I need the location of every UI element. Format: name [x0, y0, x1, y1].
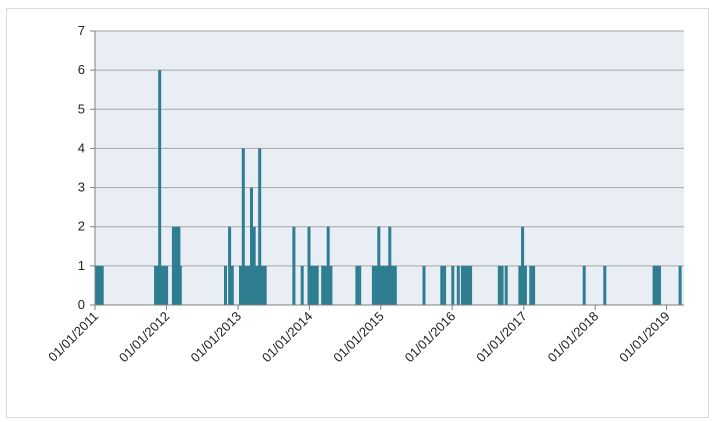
- bar: [456, 265, 460, 305]
- bar: [247, 265, 251, 305]
- bar: [171, 226, 175, 305]
- y-tick-label: 6: [78, 62, 85, 77]
- bar: [377, 226, 381, 305]
- x-tick-label: 01/01/2017: [473, 309, 530, 366]
- bar: [443, 265, 447, 305]
- bar: [451, 265, 455, 305]
- bar: [523, 265, 527, 305]
- y-tick-label: 3: [78, 180, 85, 195]
- bar: [374, 265, 378, 305]
- y-tick-label: 7: [78, 23, 85, 38]
- bar: [380, 265, 384, 305]
- bar: [355, 265, 359, 305]
- bar: [603, 265, 607, 305]
- bar: [315, 265, 319, 305]
- bar: [96, 265, 99, 305]
- x-tick-label: 01/01/2011: [45, 309, 101, 365]
- bar: [224, 265, 227, 305]
- bar: [466, 265, 470, 305]
- bar: [326, 226, 330, 305]
- bar: [250, 187, 253, 305]
- y-tick-label: 5: [78, 101, 85, 116]
- bar: [178, 265, 182, 305]
- bar: [385, 265, 389, 305]
- x-tick-label: 01/01/2019: [616, 309, 673, 366]
- bar: [582, 265, 586, 305]
- bar: [228, 226, 232, 305]
- y-tick-label: 1: [78, 258, 85, 273]
- bar: [244, 265, 248, 305]
- bar: [300, 265, 304, 305]
- bar: [100, 265, 104, 305]
- bar: [371, 265, 375, 305]
- bar: [263, 265, 267, 305]
- bar: [529, 265, 533, 305]
- bar: [241, 148, 245, 305]
- bar: [159, 265, 163, 305]
- bar: [358, 265, 362, 305]
- y-tick-label: 2: [78, 219, 85, 234]
- bar: [388, 226, 392, 305]
- x-tick-label: 01/01/2016: [402, 309, 459, 366]
- bar: [313, 265, 316, 305]
- axes: [94, 31, 684, 306]
- bar: [678, 265, 682, 305]
- bar: [158, 70, 162, 305]
- bar: [260, 265, 264, 305]
- bar: [323, 265, 327, 305]
- bar: [518, 265, 522, 305]
- bar: [252, 226, 256, 305]
- bar: [174, 226, 178, 305]
- bars: [94, 70, 682, 305]
- x-axis-ticks: 01/01/2011 01/01/2012 01/01/2013 01/01/2014…: [45, 305, 673, 365]
- bar: [382, 265, 386, 305]
- bar: [521, 226, 525, 305]
- bar: [177, 226, 181, 305]
- x-tick-label: 01/01/2014: [259, 309, 316, 366]
- bar: [497, 265, 501, 305]
- bar: [469, 265, 473, 305]
- bar: [258, 148, 262, 305]
- bar: [422, 265, 426, 305]
- bar: [504, 265, 508, 305]
- bar: [500, 265, 504, 305]
- x-tick-label: 01/01/2013: [187, 309, 244, 366]
- bar: [393, 265, 397, 305]
- x-tick-label: 01/01/2012: [116, 309, 173, 366]
- y-tick-label: 4: [78, 140, 85, 155]
- x-tick-label: 01/01/2015: [330, 309, 387, 366]
- bar: [98, 265, 102, 305]
- bar: [307, 226, 311, 305]
- y-tick-label: 0: [78, 297, 85, 312]
- bar: [310, 265, 314, 305]
- bar: [532, 265, 536, 305]
- bar: [460, 265, 464, 305]
- bar: [162, 265, 166, 305]
- bar: [329, 265, 333, 305]
- bar: [321, 265, 325, 305]
- bar: [658, 265, 661, 305]
- bar: [255, 265, 259, 305]
- bar: [463, 265, 467, 305]
- bar: [292, 226, 296, 305]
- bar: [230, 265, 234, 305]
- bar: [391, 265, 394, 305]
- x-tick-label: 01/01/2018: [545, 309, 602, 366]
- bar: [239, 265, 242, 305]
- y-axis-ticks: 0 1 2 3 4 5 6 7: [78, 23, 95, 312]
- bar: [165, 265, 169, 305]
- bar: [154, 265, 158, 305]
- bar: [440, 265, 444, 305]
